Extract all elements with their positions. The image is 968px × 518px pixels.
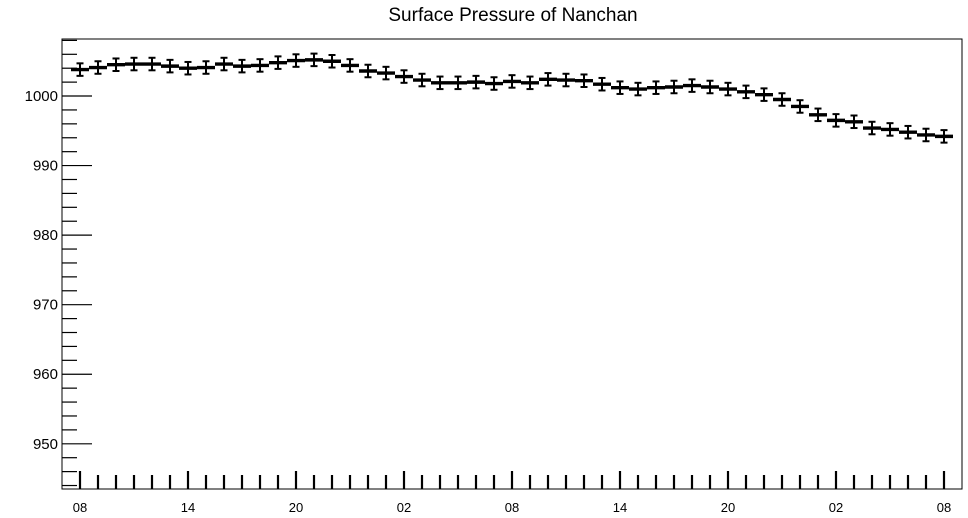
x-tick-label: 20 (721, 500, 735, 515)
data-point (827, 113, 845, 128)
x-tick-label: 08 (937, 500, 951, 515)
data-point (809, 107, 827, 123)
x-tick-label: 20 (289, 500, 303, 515)
data-point (683, 78, 701, 93)
data-point (467, 74, 485, 90)
data-point (575, 73, 593, 88)
data-point (377, 65, 395, 81)
y-tick-label: 980 (33, 227, 58, 244)
data-point (863, 120, 881, 136)
data-point (233, 58, 251, 74)
data-point (773, 92, 791, 107)
data-point (485, 76, 503, 91)
data-point (935, 129, 953, 144)
data-point (251, 58, 269, 73)
x-tick-label: 14 (613, 500, 627, 515)
data-point (71, 62, 89, 77)
data-point (845, 114, 863, 130)
data-point (881, 122, 899, 137)
chart-title: Surface Pressure of Nanchan (388, 5, 638, 26)
data-point (431, 75, 449, 91)
data-point (557, 72, 575, 88)
data-point (197, 60, 215, 75)
x-tick-label: 14 (181, 500, 195, 515)
data-point (341, 58, 359, 73)
data-point (107, 57, 125, 72)
data-point (665, 79, 683, 95)
data-point (647, 80, 665, 95)
data-point (413, 72, 431, 88)
data-point (899, 124, 917, 140)
data-point (359, 63, 377, 79)
data-point (125, 56, 143, 72)
data-point (917, 127, 935, 143)
data-point (611, 80, 629, 95)
data-point (143, 56, 161, 72)
y-tick-label: 950 (33, 436, 58, 453)
x-tick-label: 08 (505, 500, 519, 515)
data-point (503, 74, 521, 89)
x-tick-label: 08 (73, 500, 87, 515)
data-point (629, 81, 647, 97)
data-point (161, 58, 179, 74)
x-tick-label: 02 (829, 500, 843, 515)
data-point (287, 53, 305, 68)
y-tick-label: 990 (33, 158, 58, 175)
data-point (305, 52, 323, 68)
y-tick-label: 960 (33, 366, 58, 383)
data-point (215, 56, 233, 72)
data-point (737, 84, 755, 100)
data-point (449, 75, 467, 91)
x-tick-label: 02 (397, 500, 411, 515)
data-point (791, 99, 809, 114)
data-marks (71, 52, 953, 144)
data-point (323, 53, 341, 69)
data-point (179, 60, 197, 76)
data-point (539, 72, 557, 87)
y-tick-label: 1000 (25, 88, 58, 105)
data-point (269, 55, 287, 70)
data-point (521, 75, 539, 91)
data-point (395, 69, 413, 84)
data-point (89, 60, 107, 75)
axes-layer: 950 960 970 980 990 1000 08 14 20 02 08 14 20 02 08 (25, 39, 951, 515)
plot-frame (61, 38, 963, 490)
data-point (593, 76, 611, 92)
data-point (701, 79, 719, 95)
data-point (719, 81, 737, 97)
data-point (755, 87, 773, 102)
y-tick-label: 970 (33, 297, 58, 314)
